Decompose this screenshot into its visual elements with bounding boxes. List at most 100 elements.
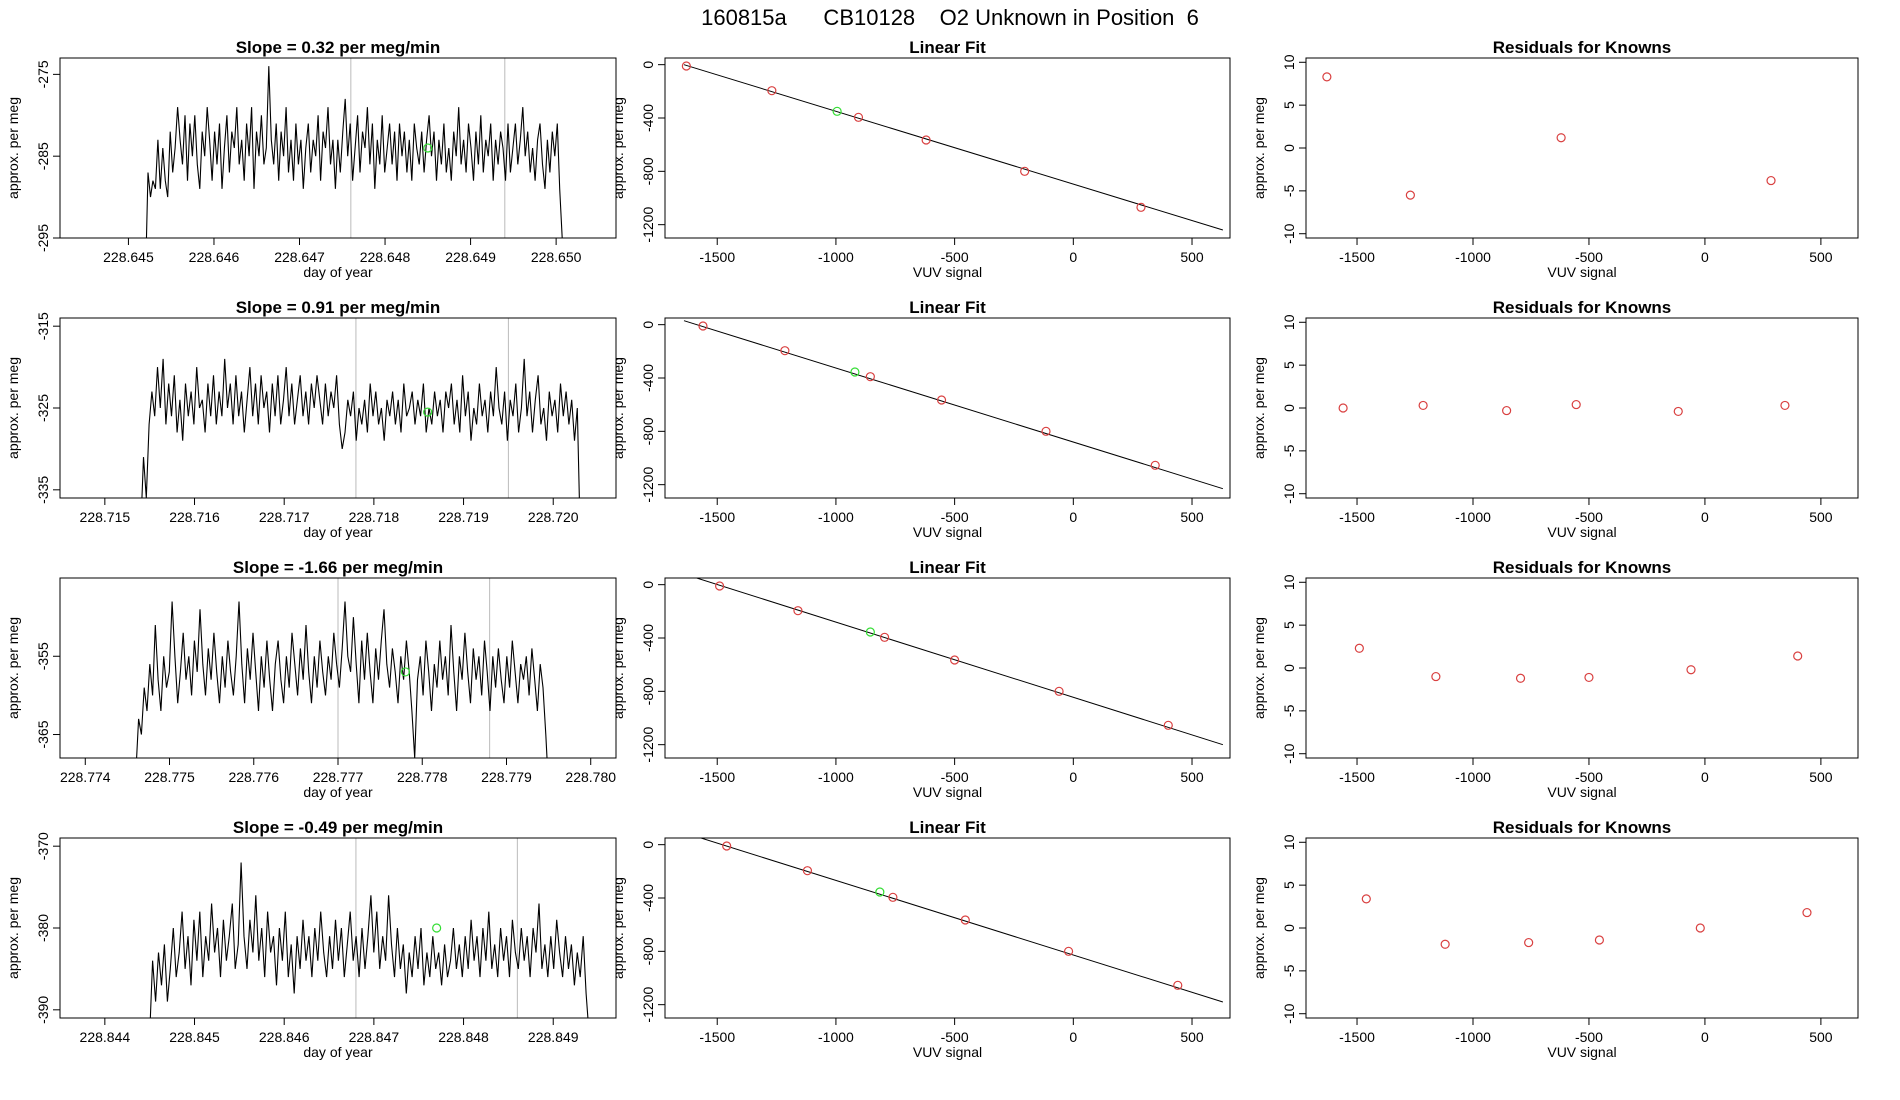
residual-point xyxy=(1594,935,1604,945)
residual-point xyxy=(1440,939,1450,949)
x-tick-label: 228.847 xyxy=(349,1029,400,1045)
x-tick-label: 500 xyxy=(1809,509,1833,525)
plot-area xyxy=(1361,894,1812,949)
x-axis-label: VUV signal xyxy=(913,524,982,540)
x-axis-label: day of year xyxy=(303,264,373,280)
y-tick-label: -1200 xyxy=(640,727,656,763)
plot-frame xyxy=(59,577,617,759)
x-tick-label: 500 xyxy=(1180,769,1204,785)
unknown-point xyxy=(423,407,433,417)
known-point xyxy=(1163,720,1173,730)
y-tick-label: 0 xyxy=(640,321,656,329)
y-tick-label: -295 xyxy=(35,224,51,252)
known-point xyxy=(1136,202,1146,212)
x-tick-label: -1000 xyxy=(818,509,854,525)
x-tick-label: -1500 xyxy=(1339,509,1375,525)
figure-title: 160815a CB10128 O2 Unknown in Position 6 xyxy=(701,5,1199,30)
y-tick-label: -400 xyxy=(640,884,656,912)
y-tick-label: -5 xyxy=(1281,444,1297,457)
y-tick-label: -1200 xyxy=(640,467,656,503)
y-axis-label: approx. per meg xyxy=(610,97,626,199)
panel-title: Linear Fit xyxy=(909,558,986,577)
y-tick-label: -400 xyxy=(640,624,656,652)
x-tick-label: 228.715 xyxy=(80,509,131,525)
panel-title: Linear Fit xyxy=(909,298,986,317)
x-tick-label: -1500 xyxy=(1339,769,1375,785)
panel-11: Linear Fit -1500 -1000 -500 0 500 VUV signal -1… xyxy=(610,818,1231,1060)
x-tick-label: 0 xyxy=(1701,769,1709,785)
residual-point xyxy=(1338,403,1348,413)
residual-point xyxy=(1766,175,1776,186)
x-tick-label: 228.646 xyxy=(189,249,240,265)
residual-point xyxy=(1571,399,1581,410)
y-axis-label: approx. per meg xyxy=(610,617,626,719)
plot-frame xyxy=(1305,317,1859,499)
panel-title: Slope = 0.32 per meg/min xyxy=(236,38,441,57)
y-axis-label: approx. per meg xyxy=(1251,877,1267,979)
known-point xyxy=(960,915,970,925)
residual-point xyxy=(1584,672,1594,683)
plot-area xyxy=(699,838,1224,1003)
panel-10: Slope = -0.49 per meg/min 228.844 228.845 2… xyxy=(5,818,617,1060)
known-point xyxy=(1054,686,1064,696)
plot-area xyxy=(681,61,1224,231)
plot-area xyxy=(694,578,1224,746)
x-tick-label: 228.647 xyxy=(274,249,325,265)
panel-6: Residuals for Knowns -1500 -1000 -500 0 500 VU… xyxy=(1251,298,1859,540)
panel-title: Linear Fit xyxy=(909,818,986,837)
y-tick-label: -390 xyxy=(35,996,51,1024)
known-point xyxy=(1041,426,1051,436)
y-tick-label: -800 xyxy=(640,937,656,965)
y-axis-label: approx. per meg xyxy=(5,617,21,719)
plot-frame xyxy=(664,317,1231,499)
known-point xyxy=(1063,946,1074,956)
x-tick-label: 228.774 xyxy=(60,769,111,785)
y-tick-label: -5 xyxy=(1281,184,1297,197)
panel-title: Slope = -1.66 per meg/min xyxy=(233,558,443,577)
x-tick-label: -1000 xyxy=(818,769,854,785)
residual-point xyxy=(1673,406,1683,417)
y-tick-label: 0 xyxy=(640,581,656,589)
y-tick-label: 10 xyxy=(1281,314,1297,330)
y-tick-label: 10 xyxy=(1281,574,1297,590)
y-tick-label: -400 xyxy=(640,104,656,132)
y-tick-label: -10 xyxy=(1281,223,1297,243)
x-tick-label: -1000 xyxy=(1455,249,1491,265)
x-tick-label: -1500 xyxy=(1339,249,1375,265)
y-tick-label: -355 xyxy=(35,642,51,670)
residual-point xyxy=(1686,665,1696,675)
x-tick-label: -1000 xyxy=(1455,509,1491,525)
x-tick-label: 0 xyxy=(1069,509,1077,525)
y-axis-label: approx. per meg xyxy=(5,357,21,459)
y-axis-label: approx. per meg xyxy=(610,877,626,979)
known-point xyxy=(722,841,732,851)
known-point xyxy=(681,61,691,71)
x-tick-label: -1500 xyxy=(699,1029,735,1045)
x-tick-label: -1500 xyxy=(699,509,735,525)
panel-5: Linear Fit -1500 -1000 -500 0 500 VUV signal -1… xyxy=(610,298,1231,540)
panel-1: Slope = 0.32 per meg/min 228.645 228.646 22… xyxy=(5,38,617,280)
y-axis-label: approx. per meg xyxy=(1251,617,1267,719)
y-tick-label: 5 xyxy=(1281,361,1297,369)
x-axis-label: VUV signal xyxy=(913,784,982,800)
known-point xyxy=(793,606,803,616)
known-point xyxy=(950,655,960,665)
y-tick-label: 0 xyxy=(640,841,656,849)
known-point xyxy=(865,372,875,382)
residual-point xyxy=(1524,937,1534,948)
y-tick-label: -10 xyxy=(1281,743,1297,763)
residual-point xyxy=(1695,923,1705,933)
residual-point xyxy=(1802,907,1812,918)
plot-area xyxy=(1354,643,1803,683)
known-point xyxy=(715,581,725,591)
x-tick-label: -1000 xyxy=(818,249,854,265)
x-tick-label: -500 xyxy=(1575,509,1603,525)
plot-area xyxy=(149,838,589,1018)
fit-line xyxy=(683,64,1224,231)
unknown-point xyxy=(832,106,842,116)
x-tick-label: -1500 xyxy=(1339,1029,1375,1045)
y-tick-label: -5 xyxy=(1281,704,1297,717)
residual-point xyxy=(1780,400,1790,411)
x-tick-label: -1500 xyxy=(699,769,735,785)
fit-line xyxy=(694,578,1224,746)
